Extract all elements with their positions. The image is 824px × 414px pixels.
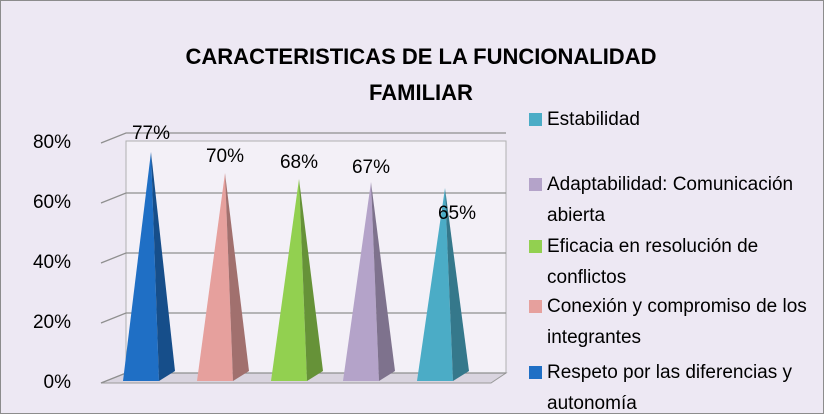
legend-marker (529, 366, 542, 379)
pyramid-side (371, 182, 395, 381)
legend-label: Eficacia en resolución de conflictos (547, 236, 759, 288)
grid-line (100, 192, 506, 204)
legend-label: Estabilidad (547, 109, 640, 130)
pyramid-side (225, 173, 249, 381)
legend-label: Respeto por las diferencias y autonomía (547, 362, 793, 414)
data-label: 65% (438, 203, 476, 224)
pyramid-side (299, 179, 323, 381)
legend-item: Eficacia en resolución de conflictos (529, 231, 821, 293)
legend-item: Adaptabilidad: Comunicación abierta (529, 169, 821, 231)
pyramid-face (343, 182, 379, 381)
legend-label: Adaptabilidad: Comunicación abierta (547, 174, 794, 226)
pyramid-face (271, 179, 307, 381)
data-label: 70% (206, 146, 244, 167)
legend-item: Estabilidad (529, 104, 821, 135)
grid-line (100, 132, 506, 144)
legend-marker (529, 178, 542, 191)
data-label: 68% (280, 152, 318, 173)
legend-marker (529, 240, 542, 253)
y-tick-label: 0% (44, 372, 72, 393)
chart-title: CARACTERISTICAS DE LA FUNCIONALIDAD FAMI… (185, 44, 657, 105)
pyramid-side (445, 188, 469, 381)
y-tick-label: 20% (33, 312, 71, 333)
pyramid-face (417, 188, 453, 381)
legend-marker (529, 300, 542, 313)
pyramid-face (123, 152, 159, 381)
y-tick-label: 60% (33, 192, 71, 213)
pyramid-face (197, 173, 233, 381)
pyramid-side (151, 152, 175, 381)
legend-item: Conexión y compromiso de los integrantes (529, 291, 821, 353)
data-label: 67% (352, 157, 390, 178)
data-label: 77% (132, 123, 170, 144)
y-tick-label: 40% (33, 252, 71, 273)
legend-label: Conexión y compromiso de los integrantes (547, 296, 807, 348)
y-tick-label: 80% (33, 132, 71, 153)
legend-item: Respeto por las diferencias y autonomía (529, 357, 821, 414)
legend-marker (529, 113, 542, 126)
